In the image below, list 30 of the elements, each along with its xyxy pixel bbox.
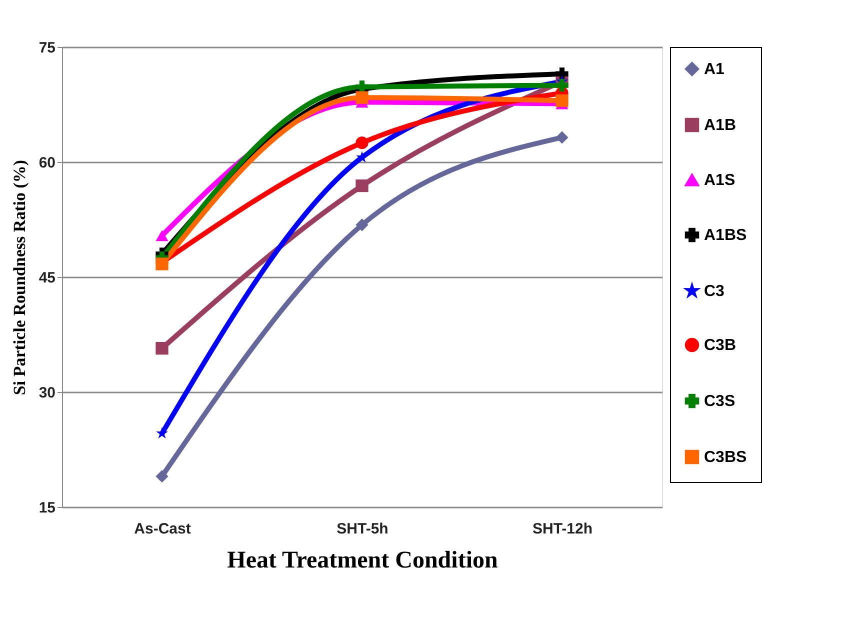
- point: [156, 230, 168, 242]
- x-tick-label: As-Cast: [134, 520, 191, 538]
- point: [156, 427, 168, 439]
- point: [556, 94, 568, 107]
- point: [556, 79, 568, 92]
- point: [156, 470, 168, 483]
- point: [356, 136, 368, 150]
- y-tick-label: 15: [38, 500, 56, 516]
- legend-label: C3B: [704, 337, 736, 354]
- x-tick-label: SHT-5h: [336, 520, 388, 538]
- y-tick-label: 60: [38, 154, 56, 172]
- legend-label: C3S: [704, 393, 736, 410]
- point: [356, 91, 368, 104]
- legend-label: A1: [704, 61, 725, 78]
- point: [356, 179, 368, 192]
- y-axis-title: Si Particle Roundness Ratio (%): [10, 160, 29, 396]
- y-tick-label: 30: [38, 384, 56, 402]
- x-tick-label: SHT-12h: [532, 520, 593, 538]
- y-tick-label: 45: [38, 270, 56, 286]
- legend-label: A1B: [704, 117, 736, 134]
- point: [156, 342, 168, 355]
- point: [356, 218, 368, 232]
- legend-label: C3: [704, 283, 725, 300]
- y-tick-label: 75: [38, 40, 56, 56]
- point: [556, 68, 568, 80]
- x-axis-title: Heat Treatment Condition: [227, 548, 498, 574]
- point: [556, 131, 568, 144]
- legend-label: A1BS: [704, 227, 748, 244]
- legend-label: C3BS: [704, 449, 748, 466]
- legend-label: A1S: [704, 172, 736, 189]
